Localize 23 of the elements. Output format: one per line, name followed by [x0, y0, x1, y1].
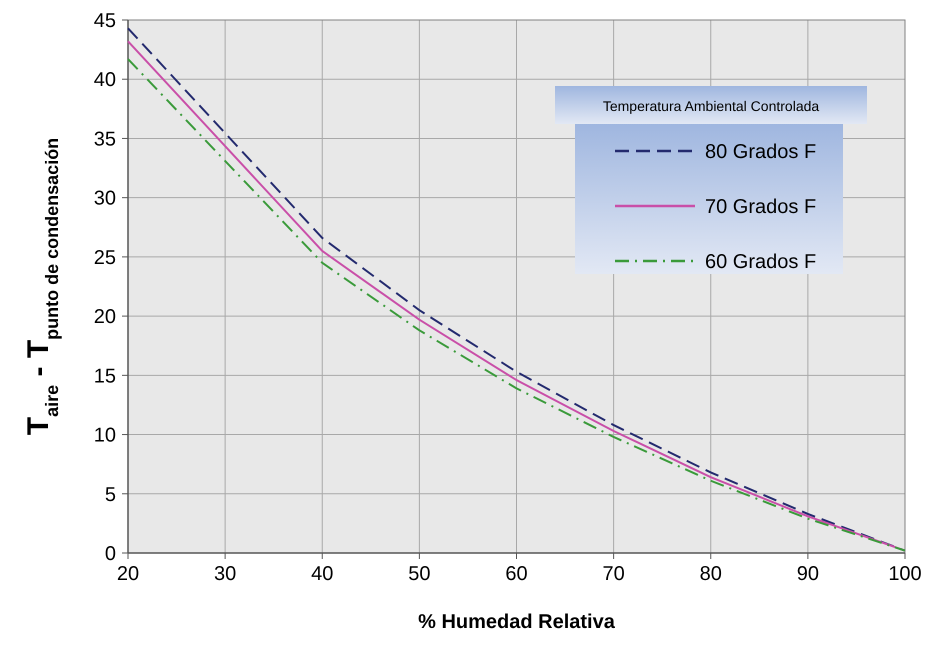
y-tick-label: 10 [94, 424, 116, 447]
y-tick-label: 5 [104, 484, 116, 506]
y-tick-label: 35 [94, 128, 116, 150]
x-tick-label: 40 [311, 563, 334, 585]
x-tick-label: 60 [505, 563, 528, 585]
y-tick-label: 15 [94, 365, 116, 388]
x-tick-label: 90 [796, 563, 819, 585]
x-tick-label: 30 [214, 563, 236, 585]
legend-label: 70 Grados F [705, 196, 816, 218]
x-tick-label: 80 [700, 563, 722, 585]
legend-label: 80 Grados F [705, 141, 816, 163]
y-tick-label: 25 [94, 246, 116, 269]
y-tick-label: 0 [104, 543, 116, 565]
x-tick-label: 100 [888, 563, 922, 585]
x-tick-label: 50 [408, 563, 430, 585]
y-tick-label: 45 [94, 10, 116, 32]
x-tick-label: 70 [602, 563, 625, 585]
y-tick-label: 40 [94, 69, 116, 92]
legend-label: 60 Grados F [705, 251, 816, 273]
x-axis-title: % Humedad Relativa [418, 611, 616, 633]
y-tick-label: 20 [94, 306, 116, 328]
legend-title: Temperatura Ambiental Controlada [602, 98, 820, 114]
y-tick-label: 30 [94, 188, 116, 210]
